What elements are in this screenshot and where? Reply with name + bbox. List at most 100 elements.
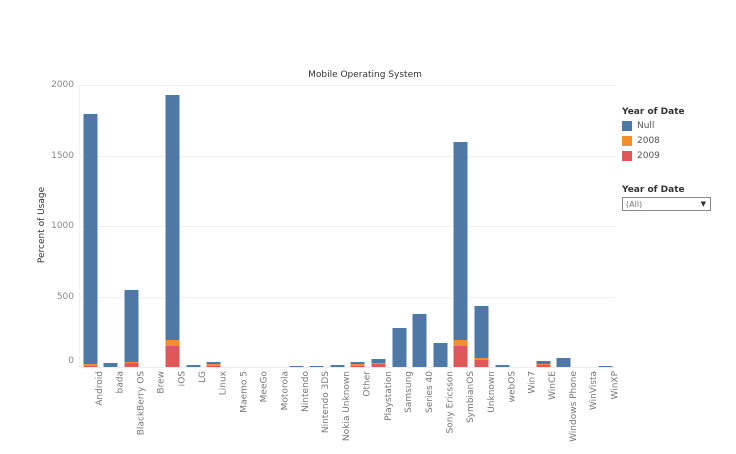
bar-segment-null[interactable] [309,365,325,367]
bar-segment-null[interactable] [329,364,345,367]
bar-segment-2009[interactable] [473,360,489,367]
legend-swatch [622,151,632,161]
bar-segment-2008[interactable] [535,363,551,366]
x-tick-label: Motorola [280,371,291,411]
gridline [80,226,615,227]
bar-segment-null[interactable] [370,359,386,363]
bar-nintendo-3ds[interactable] [309,365,325,367]
bar-segment-null[interactable] [597,365,613,367]
bar-ios[interactable] [164,94,180,367]
x-tick-label: Windows Phone [568,371,579,442]
bar-segment-null[interactable] [473,305,489,358]
bar-wince[interactable] [535,361,551,367]
bar-segment-2008[interactable] [350,364,366,366]
bar-segment-null[interactable] [103,363,119,367]
filter-title: Year of Date [622,185,685,195]
bar-segment-null[interactable] [206,361,222,364]
legend-swatch [622,121,632,131]
bar-segment-null[interactable] [494,364,510,367]
x-tick-label: Other [362,371,373,397]
bar-segment-null[interactable] [350,362,366,364]
x-tick-label: Brew [156,371,167,394]
y-tick-label: 1500 [51,150,74,161]
bar-segment-2008[interactable] [206,364,222,366]
legend-label: 2008 [637,136,660,146]
bar-segment-2009[interactable] [350,365,366,367]
bar-segment-2009[interactable] [535,365,551,367]
bar-unknown[interactable] [473,305,489,367]
x-tick-label: Linux [218,371,229,396]
x-tick-label: Unknown [486,371,497,413]
x-tick-label: Playstation [383,371,394,421]
x-tick-label: LG [198,371,208,383]
bar-segment-null[interactable] [412,313,428,367]
bar-segment-null[interactable] [288,365,304,367]
x-tick-label: WinVista [589,371,600,411]
legend-item-2008[interactable]: 2008 [622,136,660,146]
bar-samsung[interactable] [391,328,407,367]
x-tick-label: WinCE [548,371,559,400]
y-tick-label: 2000 [51,80,74,90]
bar-webos[interactable] [494,364,510,367]
bar-series-40[interactable] [412,313,428,367]
bar-nokia-unknown[interactable] [329,364,345,367]
x-tick-label: Samsung [404,371,414,413]
bar-segment-2009[interactable] [123,363,139,367]
x-tick-label: Maemo 5 [239,371,250,413]
bar-segment-2008[interactable] [453,339,469,346]
bar-segment-2009[interactable] [206,365,222,367]
bar-segment-2009[interactable] [453,345,469,367]
bar-segment-null[interactable] [391,328,407,367]
bar-sony-ericsson[interactable] [432,343,448,367]
bar-winxp[interactable] [597,365,613,367]
bar-other[interactable] [350,362,366,367]
x-tick-label: iOS [177,371,188,387]
legend-label: Null [637,121,655,131]
bar-segment-2008[interactable] [123,361,139,364]
bar-segment-null[interactable] [556,357,572,367]
x-tick-label: BlackBerry OS [136,371,147,436]
x-tick-label: Sony Ericsson [445,371,456,434]
bar-symbianos[interactable] [453,141,469,367]
bar-segment-null[interactable] [164,94,180,341]
y-tick-label: 0 [68,356,74,366]
x-tick-label: Nokia Unknown [342,371,353,442]
bar-blackberry-os[interactable] [123,289,139,367]
x-tick-label: Nintendo 3DS [321,371,332,434]
bar-segment-null[interactable] [535,361,551,364]
bar-segment-null[interactable] [123,289,139,362]
gridline [80,367,615,368]
legend-title: Year of Date [622,107,685,117]
legend-item-null[interactable]: Null [622,121,654,131]
bar-segment-null[interactable] [432,343,448,367]
gridline [80,155,615,157]
bar-segment-2008[interactable] [473,357,489,361]
legend-item-2009[interactable]: 2009 [622,151,660,161]
bar-segment-2008[interactable] [370,362,386,365]
bar-nintendo[interactable] [288,365,304,367]
bar-segment-2009[interactable] [164,345,180,367]
x-tick-label: Nintendo [301,371,311,412]
bar-segment-null[interactable] [82,114,98,364]
bar-segment-2008[interactable] [164,340,180,346]
bar-segment-null[interactable] [453,141,469,340]
gridline [80,296,615,298]
bar-segment-2009[interactable] [82,365,98,367]
y-tick-label: 500 [56,291,74,302]
bar-bada[interactable] [103,363,119,367]
bar-linux[interactable] [206,361,222,367]
bar-segment-2009[interactable] [370,364,386,367]
bar-windows-phone[interactable] [556,357,572,367]
year-filter-dropdown[interactable]: (All) ▼ [622,197,711,211]
bar-lg[interactable] [185,364,201,367]
bar-android[interactable] [82,114,98,367]
bar-playstation[interactable] [370,359,386,367]
legend-label: 2009 [637,151,660,161]
legend-swatch [622,136,632,146]
x-tick-label: webOS [507,371,517,403]
plot-area [79,85,615,368]
bar-segment-null[interactable] [185,364,201,367]
bar-segment-2008[interactable] [82,364,98,366]
chart-title: Mobile Operating System [308,70,422,80]
gridline [80,85,615,86]
